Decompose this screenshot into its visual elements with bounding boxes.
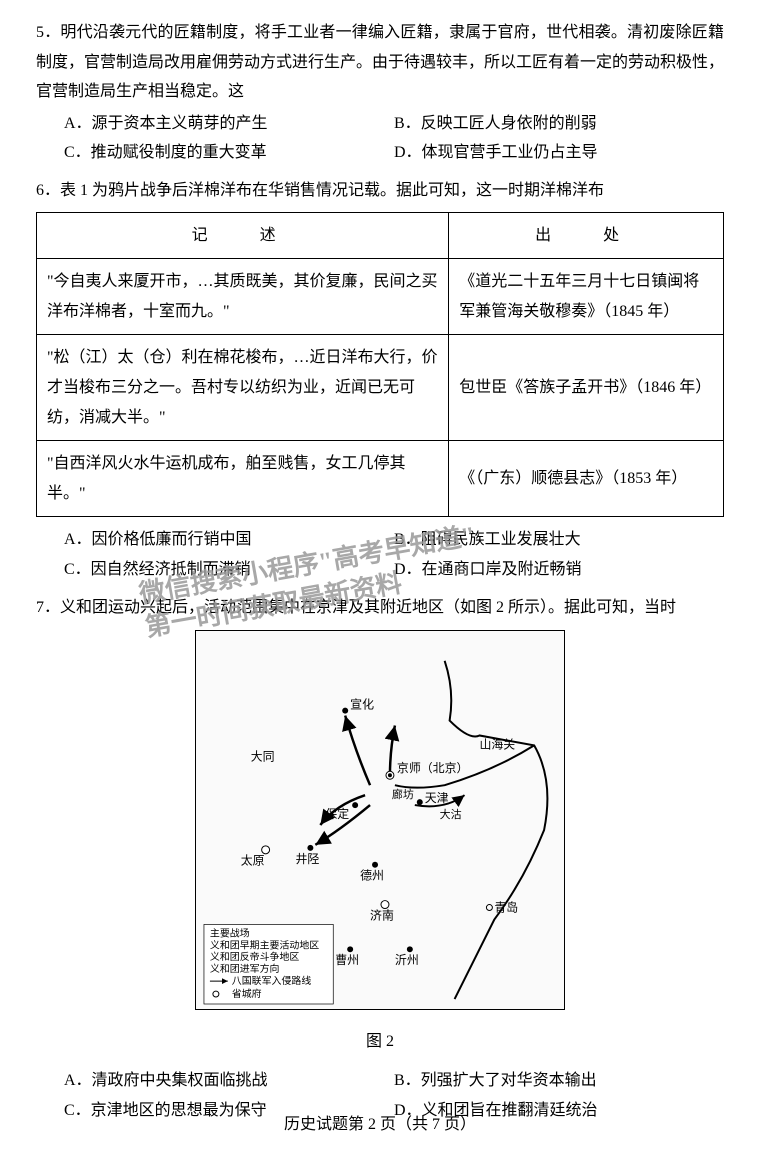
cell-desc: "松（江）太（仓）利在棉花梭布，…近日洋布大行，价才当梭布三分之一。吾村专以纺织…	[37, 335, 449, 441]
question-5: 5．明代沿袭元代的匠籍制度，将手工业者一律编入匠籍，隶属于官府，世代相袭。清初废…	[36, 18, 724, 168]
place-taiyuan: 太原	[241, 854, 265, 868]
q5-options: A．源于资本主义萌芽的产生 B．反映工匠人身依附的削弱 C．推动赋役制度的重大变…	[36, 109, 724, 168]
place-datong: 大同	[251, 749, 275, 763]
q5-opt-b: B．反映工匠人身依附的削弱	[394, 109, 724, 139]
place-caozhou: 曹州	[335, 953, 359, 967]
q6-opt-c: C．因自然经济抵制而滞销	[64, 555, 394, 585]
q7-opt-b: B．列强扩大了对华资本输出	[394, 1066, 724, 1096]
page-footer: 历史试题第 2 页（共 7 页）	[0, 1110, 760, 1134]
place-yizhou: 沂州	[395, 953, 419, 967]
cell-desc: "今自夷人来厦开市，…其质既美，其价复廉，民间之买洋布洋棉者，十室而九。"	[37, 259, 449, 335]
cell-src: 包世臣《答族子孟开书》（1846 年）	[449, 335, 724, 441]
place-tianjin: 天津	[425, 791, 449, 805]
table-header-row: 记 述 出 处	[37, 212, 724, 259]
q7-text: 7．义和团运动兴起后，活动范围集中在京津及其附近地区（如图 2 所示）。据此可知…	[36, 593, 724, 623]
table-row: "今自夷人来厦开市，…其质既美，其价复廉，民间之买洋布洋棉者，十室而九。"《道光…	[37, 259, 724, 335]
place-qingdao: 青岛	[494, 901, 518, 915]
place-jingshi: 京师（北京）	[397, 761, 469, 775]
place-shanhaiguan: 山海关	[479, 737, 515, 751]
q5-opt-c: C．推动赋役制度的重大变革	[64, 138, 394, 168]
question-6: 6．表 1 为鸦片战争后洋棉洋布在华销售情况记载。据此可知，这一时期洋棉洋布 记…	[36, 176, 724, 585]
legend-l1: 义和团早期主要活动地区	[210, 938, 319, 951]
q6-table: 记 述 出 处 "今自夷人来厦开市，…其质既美，其价复廉，民间之买洋布洋棉者，十…	[36, 212, 724, 518]
legend-l4: 八国联军入侵路线	[232, 974, 312, 987]
legend-l3: 义和团进军方向	[210, 962, 280, 975]
question-7: 7．义和团运动兴起后，活动范围集中在京津及其附近地区（如图 2 所示）。据此可知…	[36, 593, 724, 1126]
place-dezhou: 德州	[360, 869, 384, 883]
q6-opt-d: D．在通商口岸及附近畅销	[394, 555, 724, 585]
table-row: "松（江）太（仓）利在棉花梭布，…近日洋布大行，价才当梭布三分之一。吾村专以纺织…	[37, 335, 724, 441]
cell-src: 《道光二十五年三月十七日镇闽将军兼管海关敬穆奏》（1845 年）	[449, 259, 724, 335]
place-xuanhua: 宣化	[350, 698, 374, 712]
q6-body: 表 1 为鸦片战争后洋棉洋布在华销售情况记载。据此可知，这一时期洋棉洋布	[60, 182, 604, 199]
cell-desc: "自西洋风火水牛运机成布，舶至贱售，女工几停其半。"	[37, 441, 449, 517]
q6-num: 6．	[36, 182, 60, 199]
th-desc: 记 述	[37, 212, 449, 259]
legend-title: 主要战场	[210, 926, 250, 939]
map-svg: 宣化 大同 京师（北京） 山海关 保定 廊坊 天津 大沽 太原 井陉 德州 济南…	[195, 630, 565, 1010]
q6-opt-a: A．因价格低廉而行销中国	[64, 525, 394, 555]
q7-body: 义和团运动兴起后，活动范围集中在京津及其附近地区（如图 2 所示）。据此可知，当…	[60, 599, 676, 616]
q5-num: 5．	[36, 24, 60, 41]
place-jinan: 济南	[370, 909, 394, 923]
q6-opt-b: B．阻碍民族工业发展壮大	[394, 525, 724, 555]
map-caption: 图 2	[36, 1027, 724, 1057]
q7-opt-a: A．清政府中央集权面临挑战	[64, 1066, 394, 1096]
table-row: "自西洋风火水牛运机成布，舶至贱售，女工几停其半。"《（广东）顺德县志》（185…	[37, 441, 724, 517]
q7-map: 宣化 大同 京师（北京） 山海关 保定 廊坊 天津 大沽 太原 井陉 德州 济南…	[36, 630, 724, 1056]
q5-opt-d: D．体现官营手工业仍占主导	[394, 138, 724, 168]
q5-body: 明代沿袭元代的匠籍制度，将手工业者一律编入匠籍，隶属于官府，世代相袭。清初废除匠…	[36, 24, 724, 100]
th-src: 出 处	[449, 212, 724, 259]
q6-options: A．因价格低廉而行销中国 B．阻碍民族工业发展壮大 C．因自然经济抵制而滞销 D…	[36, 525, 724, 584]
q7-num: 7．	[36, 599, 60, 616]
place-baoding: 保定	[325, 807, 349, 821]
q5-opt-a: A．源于资本主义萌芽的产生	[64, 109, 394, 139]
q6-text: 6．表 1 为鸦片战争后洋棉洋布在华销售情况记载。据此可知，这一时期洋棉洋布	[36, 176, 724, 206]
place-langfang: 廊坊	[392, 787, 414, 801]
place-jingxing: 井陉	[295, 852, 319, 866]
legend-l2: 义和团反帝斗争地区	[210, 950, 300, 963]
q5-text: 5．明代沿袭元代的匠籍制度，将手工业者一律编入匠籍，隶属于官府，世代相袭。清初废…	[36, 18, 724, 107]
place-dagu: 大沽	[440, 807, 462, 821]
legend-l5: 省城府	[232, 987, 262, 1000]
cell-src: 《（广东）顺德县志》（1853 年）	[449, 441, 724, 517]
